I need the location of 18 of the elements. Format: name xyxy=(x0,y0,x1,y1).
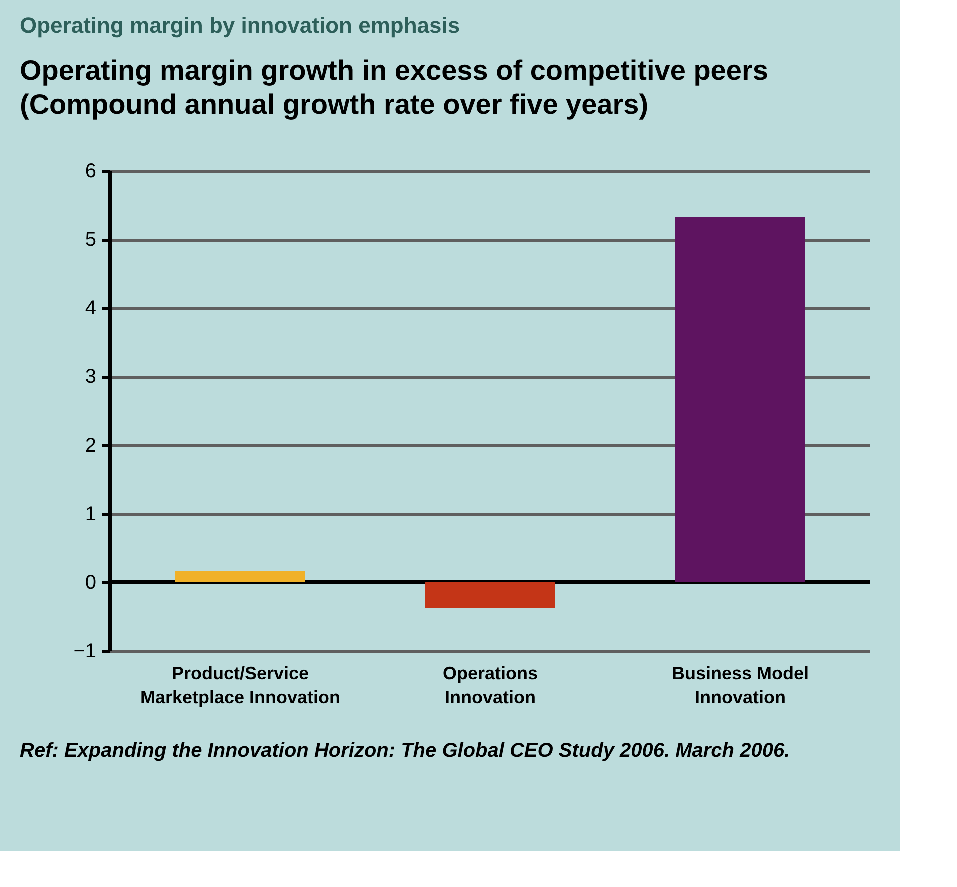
bar xyxy=(675,216,805,582)
y-tick-label: 1 xyxy=(85,503,96,526)
x-tick-label: Product/Service Marketplace Innovation xyxy=(140,664,341,708)
bar xyxy=(175,571,305,582)
y-tick-label: 5 xyxy=(85,229,96,252)
bar xyxy=(425,582,555,608)
x-tick-label: Business Model Innovation xyxy=(672,664,810,708)
y-tick-label: 2 xyxy=(85,434,96,457)
text: (Compound annual growth rate over five years) xyxy=(20,89,649,120)
y-tick-label: −1 xyxy=(74,640,96,662)
y-tick-label: 4 xyxy=(85,298,96,320)
chart-title: Operating margin by innovation emphasis xyxy=(20,13,460,38)
text: Ref: Expanding the Innovation Horizon: The Global CEO Study 2006. March 2006. xyxy=(20,740,790,762)
y-tick-label: 6 xyxy=(85,160,96,182)
y-tick-label: 3 xyxy=(85,366,96,388)
x-tick-label: Operations Innovation xyxy=(442,664,538,708)
y-tick-label: 0 xyxy=(85,572,96,594)
text: Operating margin growth in excess of competitive peers xyxy=(20,55,768,86)
